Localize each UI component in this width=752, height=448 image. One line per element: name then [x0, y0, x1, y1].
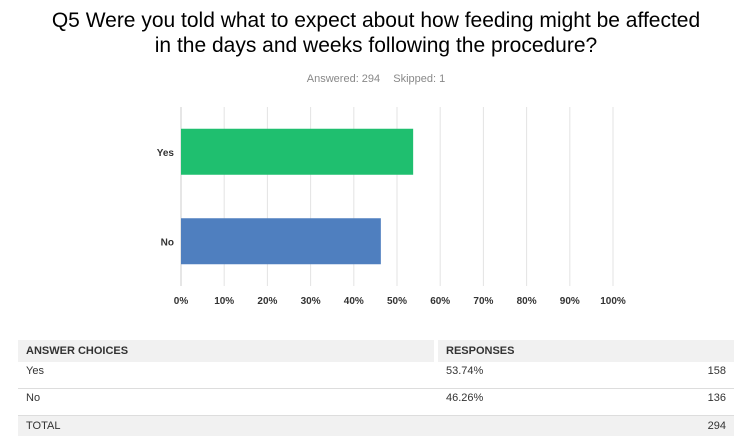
x-tick-label: 30%: [301, 296, 321, 307]
response-summary: Answered: 294 Skipped: 1: [0, 73, 752, 85]
x-tick-label: 10%: [214, 296, 234, 307]
x-tick-label: 50%: [387, 296, 407, 307]
total-label: TOTAL: [18, 415, 434, 436]
choice-cell: Yes: [18, 362, 434, 389]
row-gap: [434, 415, 438, 436]
header-gap: [434, 340, 438, 362]
percent-cell: 46.26%: [438, 388, 618, 416]
question-title: Q5 Were you told what to expect about ho…: [0, 8, 752, 58]
choice-cell: No: [18, 388, 434, 416]
x-tick-label: 90%: [560, 296, 580, 307]
bar-chart: 0% 10% 20% 30% 40% 50% 60% 70% 80% 90% 100% Yes No: [157, 107, 626, 307]
total-count: 294: [617, 415, 734, 436]
responses-header: RESPONSES: [438, 340, 734, 362]
table-row: Yes 53.74% 158: [18, 362, 734, 389]
table-total-row: TOTAL 294: [18, 415, 734, 436]
bar-no: [181, 218, 381, 265]
count-cell: 136: [617, 388, 734, 416]
responses-table: ANSWER CHOICES RESPONSES Yes 53.74% 158 …: [18, 340, 734, 436]
count-cell: 158: [617, 362, 734, 389]
answer-choices-header: ANSWER CHOICES: [18, 340, 434, 362]
row-gap: [434, 362, 438, 389]
answered-count: Answered: 294: [306, 73, 381, 85]
total-percent-cell: [438, 415, 618, 436]
question-title-line-2: in the days and weeks following the proc…: [154, 34, 598, 57]
row-gap: [434, 388, 438, 416]
x-tick-label: 100%: [600, 296, 626, 307]
x-tick-label: 0%: [174, 296, 189, 307]
skipped-count: Skipped: 1: [393, 73, 446, 85]
x-tick-label: 20%: [257, 296, 277, 307]
category-label: No: [161, 237, 174, 248]
bar-yes: [181, 128, 414, 175]
x-tick-label: 70%: [473, 296, 493, 307]
x-tick-label: 80%: [517, 296, 537, 307]
question-title-line-1: Q5 Were you told what to expect about ho…: [51, 9, 701, 32]
category-label: Yes: [157, 148, 175, 159]
x-tick-label: 40%: [344, 296, 364, 307]
x-tick-label: 60%: [430, 296, 450, 307]
percent-cell: 53.74%: [438, 362, 618, 389]
table-header-row: ANSWER CHOICES RESPONSES: [18, 340, 734, 362]
table-row: No 46.26% 136: [18, 388, 734, 416]
